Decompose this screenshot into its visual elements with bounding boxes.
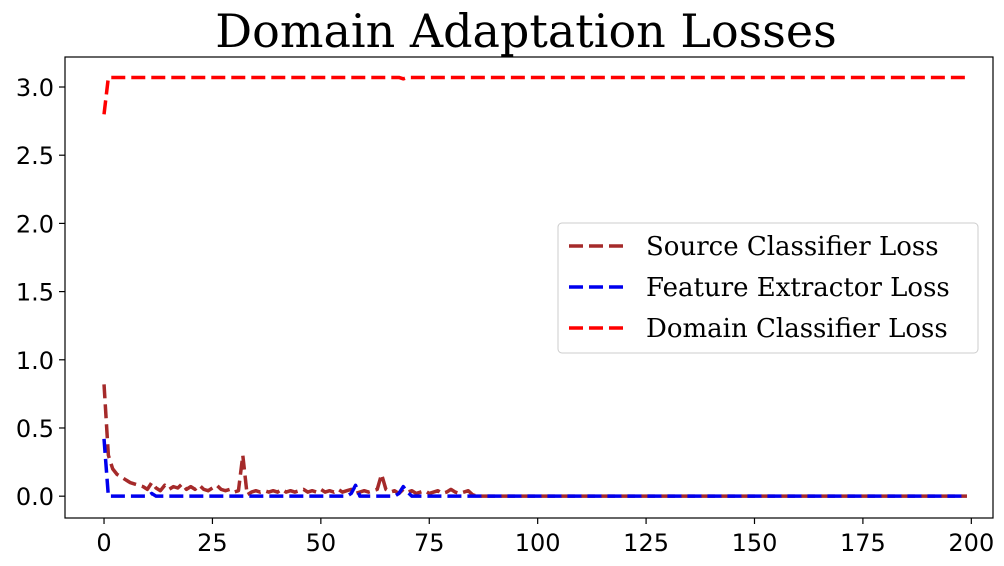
y-tick-label: 1.0 xyxy=(16,347,54,375)
x-tick-label: 175 xyxy=(840,529,886,557)
series-line-2 xyxy=(102,438,967,498)
legend-box xyxy=(557,222,979,354)
y-tick-label: 0.0 xyxy=(16,483,54,511)
x-tick-label: 150 xyxy=(732,529,778,557)
y-tick-label: 1.5 xyxy=(16,279,54,307)
legend-label-3: Domain Classifier Loss xyxy=(646,314,948,344)
x-tick-label: 125 xyxy=(623,529,669,557)
legend: Source Classifier Loss Feature Extractor … xyxy=(557,222,979,354)
x-tick-label: 200 xyxy=(948,529,994,557)
x-tick-label: 100 xyxy=(515,529,561,557)
y-tick-label: 0.5 xyxy=(16,415,54,443)
plot-area-frame xyxy=(64,56,994,519)
x-tick-label: 25 xyxy=(197,529,228,557)
series-layer xyxy=(102,75,967,498)
series-line-3 xyxy=(102,75,967,115)
x-tick-label: 75 xyxy=(414,529,445,557)
y-tick-label: 2.0 xyxy=(16,210,54,238)
x-tick-label: 50 xyxy=(306,529,337,557)
x-tick-label: 0 xyxy=(96,529,111,557)
chart-title: Domain Adaptation Losses xyxy=(215,4,836,58)
legend-label-2: Feature Extractor Loss xyxy=(646,273,950,303)
axis-ticks: 0 25 50 75 100 125 150 175 200 0.0 0.5 1.0 1.5 2.0 2.5… xyxy=(16,74,994,557)
y-tick-label: 2.5 xyxy=(16,142,54,170)
legend-label-1: Source Classifier Loss xyxy=(646,232,939,262)
series-line-1 xyxy=(102,384,967,498)
y-tick-label: 3.0 xyxy=(16,74,54,102)
